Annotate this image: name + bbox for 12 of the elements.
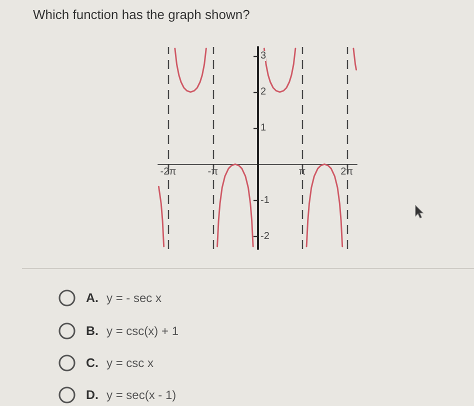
y-tick-label: 1 (260, 122, 266, 134)
text: C. y = csc x (86, 356, 154, 370)
text: A. y = - sec x (86, 291, 162, 305)
x-tick-label: π (298, 166, 306, 178)
text: B. y = csc(x) + 1 (86, 324, 179, 338)
chart-title: Which function has the graph shown? (33, 7, 250, 22)
y-tick-label: 2 (260, 86, 266, 98)
text: D. y = sec(x - 1) (86, 388, 176, 402)
y-tick-label: 3 (260, 50, 266, 62)
x-tick-label: -2π (160, 166, 176, 178)
y-tick-label: -2 (260, 230, 270, 242)
y-tick-label: -1 (260, 194, 270, 206)
